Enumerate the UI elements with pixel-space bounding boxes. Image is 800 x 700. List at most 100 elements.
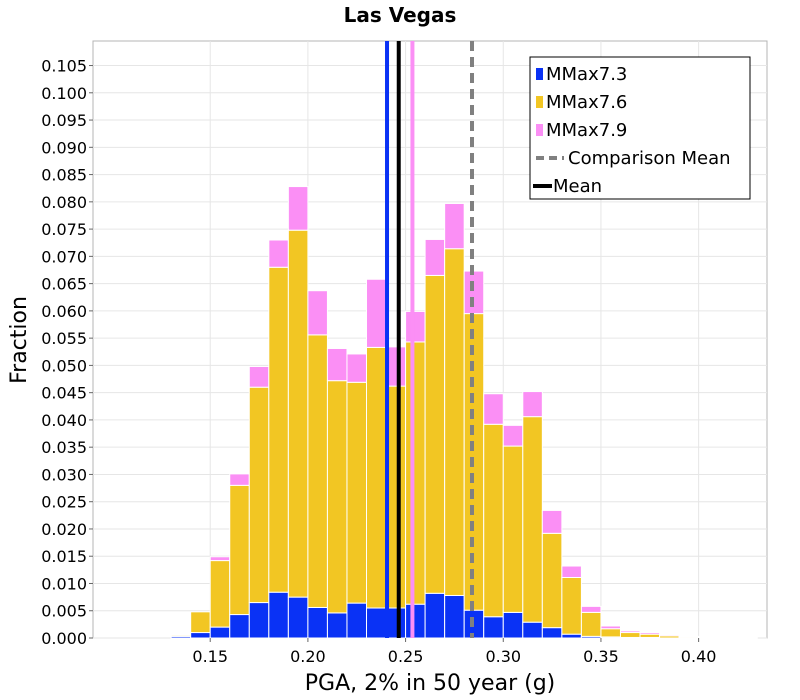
y-tick-label: 0.065 xyxy=(41,275,87,294)
bar-mmax7-9 xyxy=(366,278,387,348)
bar-mmax7-3 xyxy=(190,632,211,639)
y-tick-label: 0.030 xyxy=(41,465,87,484)
bar-mmax7-9 xyxy=(483,393,504,425)
y-tick-label: 0.035 xyxy=(41,438,87,457)
legend-entry-comparison-mean-label: Comparison Mean xyxy=(568,148,731,169)
y-tick-label: 0.090 xyxy=(41,138,87,157)
bar-mmax7-3 xyxy=(561,633,582,639)
x-axis-title: PGA, 2% in 50 year (g) xyxy=(305,671,556,696)
bar-mmax7-3 xyxy=(366,607,387,639)
bar-mmax7-6 xyxy=(717,636,739,639)
bar-mmax7-6 xyxy=(268,266,289,593)
bars-layer xyxy=(170,186,758,639)
bar-mmax7-9 xyxy=(659,634,680,637)
bar-mmax7-6 xyxy=(229,484,250,616)
bar-mmax7-6 xyxy=(580,611,602,637)
legend-entry-mean-label: Mean xyxy=(553,176,602,197)
bar-mmax7-6 xyxy=(366,346,387,609)
bar-mmax7-9 xyxy=(346,353,368,383)
bar-mmax7-6 xyxy=(170,634,192,637)
bar-mmax7-9 xyxy=(307,290,328,336)
bar-mmax7-9 xyxy=(541,509,563,534)
chart-title: Las Vegas xyxy=(344,3,457,27)
legend-entry-mmax7-9-label: MMax7.9 xyxy=(546,120,627,141)
bar-mmax7-9 xyxy=(698,636,719,638)
bar-mmax7-9 xyxy=(561,565,582,578)
bar-mmax7-9 xyxy=(268,239,289,268)
bar-mmax7-9 xyxy=(600,625,621,630)
x-tick-label: 0.40 xyxy=(681,647,717,666)
bar-mmax7-9 xyxy=(502,424,524,447)
bar-mmax7-3 xyxy=(307,606,328,639)
bar-mmax7-6 xyxy=(307,334,328,608)
bar-mmax7-9 xyxy=(522,391,543,418)
bar-mmax7-9 xyxy=(639,632,661,635)
x-axis: 0.15 0.20 0.25 0.30 0.35 0.40 xyxy=(192,638,716,666)
y-tick-label: 0.045 xyxy=(41,384,87,403)
bar-mmax7-6 xyxy=(737,636,758,639)
bar-mmax7-3 xyxy=(229,614,250,639)
y-tick-label: 0.060 xyxy=(41,302,87,321)
bar-mmax7-9 xyxy=(619,630,641,634)
y-tick-label: 0.070 xyxy=(41,247,87,266)
bar-mmax7-3 xyxy=(326,612,348,639)
y-tick-label: 0.085 xyxy=(41,166,87,185)
y-tick-label: 0.075 xyxy=(41,220,87,239)
y-tick-label: 0.010 xyxy=(41,574,87,593)
legend-box xyxy=(529,56,751,200)
y-tick-label: 0.000 xyxy=(41,629,87,648)
bar-mmax7-9 xyxy=(463,270,485,315)
bar-mmax7-9 xyxy=(287,186,309,231)
bar-mmax7-3 xyxy=(424,592,446,639)
bar-mmax7-6 xyxy=(346,381,368,604)
bar-mmax7-6 xyxy=(326,380,348,614)
bar-mmax7-6 xyxy=(619,632,641,638)
bar-mmax7-3 xyxy=(248,602,270,639)
bar-mmax7-9 xyxy=(229,473,250,486)
bar-mmax7-3 xyxy=(483,616,504,639)
bar-mmax7-3 xyxy=(346,602,368,639)
x-tick-label: 0.30 xyxy=(485,647,521,666)
y-axis: 0.000 0.005 0.010 0.015 0.020 0.025 0.030 0.035… xyxy=(41,57,93,648)
bar-mmax7-6 xyxy=(287,229,309,598)
bar-mmax7-9 xyxy=(444,202,465,250)
bar-mmax7-3 xyxy=(268,591,289,639)
bar-mmax7-3 xyxy=(209,626,231,639)
bar-mmax7-6 xyxy=(600,628,621,638)
bar-mmax7-6 xyxy=(209,560,231,628)
reference-lines-layer xyxy=(385,41,475,638)
bar-mmax7-6 xyxy=(444,248,465,596)
x-tick-label: 0.20 xyxy=(290,647,326,666)
bar-mmax7-3 xyxy=(405,603,426,639)
bar-mmax7-9 xyxy=(424,238,446,276)
bar-mmax7-6 xyxy=(424,274,446,594)
x-tick-label: 0.15 xyxy=(192,647,228,666)
y-tick-label: 0.050 xyxy=(41,356,87,375)
y-tick-label: 0.080 xyxy=(41,193,87,212)
bar-mmax7-3 xyxy=(541,627,563,639)
bar-mmax7-3 xyxy=(522,621,543,639)
y-tick-label: 0.055 xyxy=(41,329,87,348)
bar-mmax7-9 xyxy=(678,635,700,638)
y-tick-label: 0.015 xyxy=(41,547,87,566)
y-tick-label: 0.040 xyxy=(41,411,87,430)
bar-mmax7-6 xyxy=(405,341,426,605)
bar-mmax7-3 xyxy=(444,594,465,639)
bar-mmax7-9 xyxy=(209,556,231,562)
y-tick-label: 0.095 xyxy=(41,111,87,130)
bar-mmax7-3 xyxy=(502,611,524,639)
bar-mmax7-6 xyxy=(248,386,270,604)
bar-mmax7-6 xyxy=(541,532,563,629)
x-tick-label: 0.25 xyxy=(388,647,424,666)
bar-mmax7-6 xyxy=(502,445,524,613)
bar-mmax7-6 xyxy=(190,611,211,634)
bar-mmax7-6 xyxy=(483,423,504,618)
legend: MMax7.3 MMax7.6 MMax7.9 Comparison Mean Mean xyxy=(529,56,751,200)
y-tick-label: 0.025 xyxy=(41,493,87,512)
y-tick-label: 0.005 xyxy=(41,602,87,621)
bar-mmax7-9 xyxy=(580,605,602,613)
legend-entry-mmax7-6-label: MMax7.6 xyxy=(546,92,627,113)
y-tick-label: 0.020 xyxy=(41,520,87,539)
bar-mmax7-9 xyxy=(248,365,270,388)
